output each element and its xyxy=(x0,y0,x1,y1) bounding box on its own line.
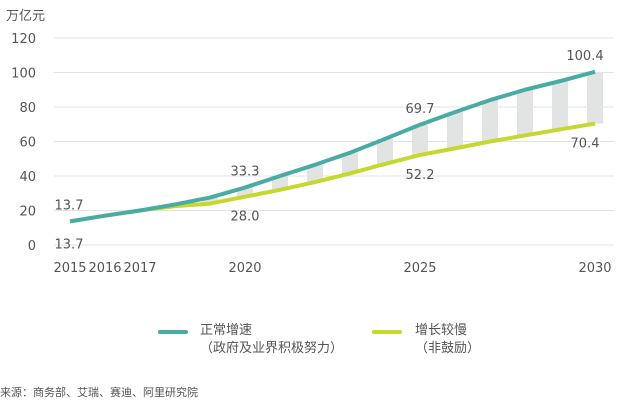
gap-bar xyxy=(552,81,568,130)
gap-bar xyxy=(587,71,603,124)
x-tick-label: 2025 xyxy=(403,261,436,276)
data-label: 52.2 xyxy=(406,168,435,183)
x-tick-label: 2017 xyxy=(123,261,156,276)
x-tick-label: 2020 xyxy=(228,261,261,276)
y-tick-label: 20 xyxy=(19,205,36,220)
y-tick-label: 100 xyxy=(11,67,36,82)
gap-bar xyxy=(237,187,253,197)
data-label: 33.3 xyxy=(231,165,260,180)
legend-swatch-normal xyxy=(158,330,188,334)
data-label: 13.7 xyxy=(55,198,84,213)
legend-normal-sub: （政府及业界积极努力） xyxy=(200,341,344,356)
data-label: 28.0 xyxy=(231,210,260,225)
gap-bar xyxy=(482,100,498,142)
data-label: 70.4 xyxy=(571,137,600,152)
gap-bar xyxy=(377,138,393,164)
source-note: 来源：商务部、艾瑞、赛迪、阿里研究院 xyxy=(0,386,198,399)
gap-bar xyxy=(307,164,323,183)
gap-bar xyxy=(412,124,428,155)
legend-slow-label: 增长较慢 xyxy=(415,323,468,338)
legend-slow: 增长较慢 （非鼓励） xyxy=(415,322,480,358)
data-label: 13.7 xyxy=(55,237,84,252)
data-label: 100.4 xyxy=(566,49,603,64)
data-label: 69.7 xyxy=(406,102,435,117)
legend-swatch-slow xyxy=(372,330,402,334)
y-tick-label: 40 xyxy=(19,170,36,185)
x-tick-label: 2016 xyxy=(88,261,121,276)
gap-bar xyxy=(517,89,533,136)
legend-normal: 正常增速 （政府及业界积极努力） xyxy=(200,322,343,358)
x-tick-label: 2030 xyxy=(578,261,611,276)
y-axis-label: 万亿元 xyxy=(6,9,45,24)
gap-bar xyxy=(447,112,463,149)
y-tick-label: 60 xyxy=(19,136,36,151)
x-tick-label: 2015 xyxy=(53,261,86,276)
series-line xyxy=(69,69,596,224)
gap-bar xyxy=(202,197,218,204)
series-line xyxy=(69,121,596,224)
legend-normal-label: 正常增速 xyxy=(200,323,253,338)
plot-area: 万亿元 0 20 40 60 80 100 120 2015 2016 2017 2020 2025 20… xyxy=(6,9,614,276)
y-tick-label: 0 xyxy=(28,239,36,254)
y-tick-label: 80 xyxy=(19,101,36,116)
gap-bar xyxy=(272,176,288,190)
legend-slow-sub: （非鼓励） xyxy=(415,341,481,356)
y-tick-label: 120 xyxy=(11,32,36,47)
gap-bar xyxy=(342,152,358,174)
